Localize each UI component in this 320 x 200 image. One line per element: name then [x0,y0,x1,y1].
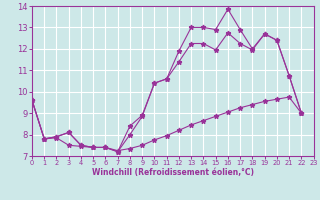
X-axis label: Windchill (Refroidissement éolien,°C): Windchill (Refroidissement éolien,°C) [92,168,254,177]
